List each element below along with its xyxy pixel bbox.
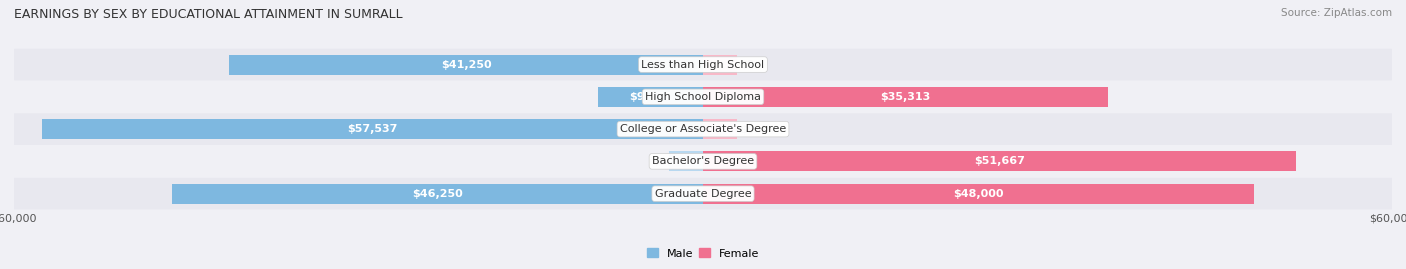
Text: College or Associate's Degree: College or Associate's Degree xyxy=(620,124,786,134)
Text: Graduate Degree: Graduate Degree xyxy=(655,189,751,199)
FancyBboxPatch shape xyxy=(14,146,1392,177)
Text: $0: $0 xyxy=(740,124,754,134)
FancyBboxPatch shape xyxy=(14,49,1392,80)
Bar xyxy=(703,119,738,139)
Text: High School Diploma: High School Diploma xyxy=(645,92,761,102)
Bar xyxy=(229,55,703,75)
Legend: Male, Female: Male, Female xyxy=(644,246,762,261)
Text: $0: $0 xyxy=(740,59,754,70)
FancyBboxPatch shape xyxy=(14,81,1392,113)
Bar xyxy=(703,87,1108,107)
Text: $9,171: $9,171 xyxy=(628,92,672,102)
Text: $46,250: $46,250 xyxy=(412,189,463,199)
Text: $51,667: $51,667 xyxy=(974,156,1025,167)
Text: $35,313: $35,313 xyxy=(880,92,931,102)
Text: Less than High School: Less than High School xyxy=(641,59,765,70)
Text: $57,537: $57,537 xyxy=(347,124,398,134)
Bar xyxy=(703,151,1296,171)
Bar xyxy=(669,151,703,171)
FancyBboxPatch shape xyxy=(14,178,1392,210)
Bar xyxy=(703,55,738,75)
Text: Source: ZipAtlas.com: Source: ZipAtlas.com xyxy=(1281,8,1392,18)
Text: EARNINGS BY SEX BY EDUCATIONAL ATTAINMENT IN SUMRALL: EARNINGS BY SEX BY EDUCATIONAL ATTAINMEN… xyxy=(14,8,402,21)
Bar xyxy=(42,119,703,139)
Bar xyxy=(598,87,703,107)
FancyBboxPatch shape xyxy=(14,113,1392,145)
Text: $41,250: $41,250 xyxy=(441,59,492,70)
Bar xyxy=(703,184,1254,204)
Text: $0: $0 xyxy=(652,156,666,167)
Text: $48,000: $48,000 xyxy=(953,189,1004,199)
Text: Bachelor's Degree: Bachelor's Degree xyxy=(652,156,754,167)
Bar xyxy=(172,184,703,204)
